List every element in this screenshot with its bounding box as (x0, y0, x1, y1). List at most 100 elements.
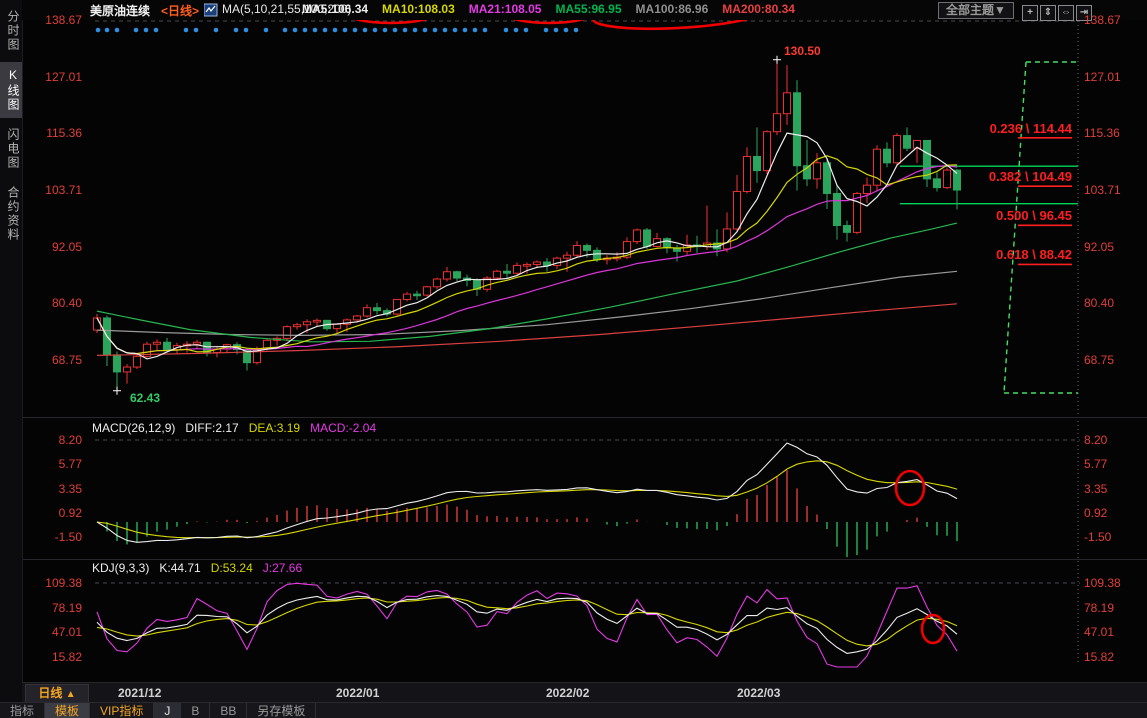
x-axis-label: 2022/01 (336, 686, 380, 700)
ma-value-3: MA55:96.95 (555, 2, 622, 16)
dashed-projection-slant (1003, 61, 1027, 394)
sidebar-item-K线图[interactable]: K线图 (0, 62, 22, 118)
high-price-label: 130.50 (784, 44, 821, 58)
shift-right-icon[interactable]: ⇥ (1076, 5, 1092, 21)
candle-up (363, 307, 371, 317)
signal-dot (133, 27, 139, 33)
axis-scale-icon[interactable]: ⇕ (1040, 5, 1056, 21)
candle-up (763, 131, 771, 172)
candle-down (373, 307, 381, 312)
ma-value-5: MA200:80.34 (722, 2, 795, 16)
price-axis-label-left: 80.40 (51, 296, 82, 311)
signal-dot (563, 27, 569, 33)
macd-axis-label-left: 5.77 (58, 457, 82, 472)
sidebar-item-合约资料[interactable]: 合约资料 (6, 186, 20, 242)
low-price-label: 62.43 (130, 391, 161, 405)
macd-header: MACD(26,12,9) DIFF:2.17 DEA:3.19 MACD:-2.04 (92, 421, 386, 435)
signal-dot (282, 27, 288, 33)
candle-down (593, 249, 601, 261)
kdj-d-line (96, 596, 958, 647)
macd-title: MACD(26,12,9) (92, 421, 176, 435)
signal-dot (573, 27, 579, 33)
sidebar-item-闪电图[interactable]: 闪电图 (6, 128, 20, 170)
signal-dot (482, 27, 488, 33)
toolbar-tab-另存模板[interactable]: 另存模板 (247, 703, 317, 718)
candle-down (663, 238, 671, 249)
bottom-toolbar: 指标 模板 VIP指标 J B BB 另存模板 (0, 702, 1147, 718)
macd-axis-label-right: 0.92 (1084, 505, 1108, 520)
x-axis-label: 2021/12 (118, 686, 162, 700)
macd-diff-line (96, 442, 958, 543)
ma100-line (96, 270, 958, 337)
candle-down (113, 354, 121, 373)
x-axis-label: 2022/02 (546, 686, 590, 700)
signal-dot (422, 27, 428, 33)
candle-down (883, 148, 891, 164)
period-selector[interactable]: 日线 ▲ (25, 684, 89, 703)
signal-dot (342, 27, 348, 33)
signal-dot (382, 27, 388, 33)
kdj-axis-label-left: 15.82 (51, 650, 82, 664)
candle-up (93, 317, 101, 331)
annotation-ellipse (920, 613, 946, 645)
toolbar-tab-VIP指标[interactable]: VIP指标 (90, 703, 155, 718)
candle-down (163, 341, 171, 351)
macd-axis-label-left: 3.35 (58, 481, 82, 496)
kdj-axis-label-right: 15.82 (1084, 650, 1115, 664)
kdj-axis-label-right: 109.38 (1084, 576, 1121, 590)
candle-down (933, 178, 941, 189)
signal-dot (503, 27, 509, 33)
price-axis-label-right: 80.40 (1084, 296, 1115, 311)
fibonacci-label: 0.500 \ 96.45 (996, 208, 1072, 224)
candle-up (723, 228, 731, 250)
themes-dropdown-button[interactable]: 全部主题▼ (938, 2, 1014, 19)
fibonacci-label: 0.618 \ 88.42 (996, 247, 1072, 263)
candle-up (393, 298, 401, 315)
sidebar-item-分时图[interactable]: 分时图 (6, 10, 20, 52)
chart-icon (204, 3, 218, 17)
candle-down (803, 165, 811, 180)
candle-down (453, 271, 461, 279)
signal-dot (213, 27, 219, 33)
kdj-k-value: K:44.71 (159, 561, 201, 575)
signal-dot (332, 27, 338, 33)
axis-pan-icon[interactable]: ⇔ (1058, 5, 1074, 21)
candle-up (873, 148, 881, 186)
macd-axis-label-right: 5.77 (1084, 457, 1108, 472)
candle-up (283, 326, 291, 339)
signal-dot (183, 27, 189, 33)
symbol-title: 美原油连续 (90, 4, 151, 18)
candle-down (843, 225, 851, 233)
ma-value-4: MA100:86.96 (635, 2, 709, 16)
toolbar-tab-模板[interactable]: 模板 (45, 703, 91, 718)
candle-up (733, 191, 741, 230)
candle-up (893, 135, 901, 164)
ma-value-0: MA5:106.34 (302, 2, 369, 16)
signal-dot (104, 27, 110, 33)
candle-down (903, 135, 911, 149)
toolbar-tab-指标[interactable]: 指标 (0, 703, 46, 718)
candle-up (403, 293, 411, 300)
topbar: 美原油连续 <日线> MA(5,10,21,55,100,200) MA5:10… (22, 0, 1147, 21)
period-tag: <日线> (161, 4, 200, 18)
crosshair-icon[interactable]: + (1022, 5, 1038, 21)
signal-dot (432, 27, 438, 33)
signal-dot (95, 27, 101, 33)
toolbar-tab-B[interactable]: B (181, 703, 211, 718)
signal-dot (513, 27, 519, 33)
candle-up (143, 343, 151, 357)
toolbar-tab-BB[interactable]: BB (210, 703, 248, 718)
sidebar: 分时图 K线图闪电图合约资料 (0, 0, 23, 718)
kdj-d-value: D:53.24 (210, 561, 253, 575)
candle-down (823, 162, 831, 194)
ma5-line (96, 132, 958, 360)
macd-diff-value: DIFF:2.17 (185, 421, 239, 435)
candle-down (953, 169, 961, 191)
signal-dot (322, 27, 328, 33)
toolbar-tab-J[interactable]: J (154, 703, 182, 718)
signal-dot (523, 27, 529, 33)
candle-up (783, 92, 791, 115)
fibonacci-label: 0.382 \ 104.49 (988, 169, 1072, 185)
price-axis-label-left: 127.01 (45, 69, 82, 84)
